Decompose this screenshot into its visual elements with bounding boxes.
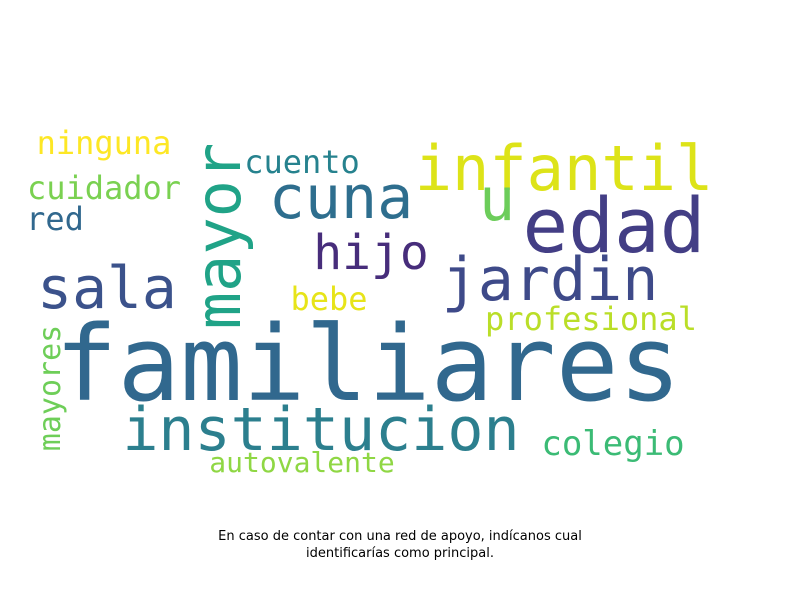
word-autovalente: autovalente — [209, 446, 394, 479]
word-mayor: mayor — [182, 143, 255, 330]
word-ninguna: ninguna — [37, 124, 172, 162]
word-infantil: infantil — [415, 132, 714, 205]
word-familiares: familiares — [55, 303, 681, 425]
word-cuidador: cuidador — [27, 169, 181, 207]
word-institucion: institucion — [122, 395, 519, 465]
word-cuna: cuna — [269, 163, 414, 233]
word-red: red — [26, 200, 84, 238]
word-u: u — [479, 165, 515, 235]
word-edad: edad — [522, 181, 705, 270]
caption: En caso de contar con una red de apoyo, … — [150, 528, 650, 562]
caption-line-2: identificarías como principal. — [306, 546, 494, 561]
word-profesional: profesional — [485, 300, 697, 338]
word-mayores: mayores — [33, 325, 68, 451]
word-hijo: hijo — [313, 225, 429, 281]
word-sala: sala — [37, 254, 177, 322]
word-bebe: bebe — [290, 280, 367, 318]
word-colegio: colegio — [541, 424, 684, 464]
word-cuento: cuento — [244, 143, 360, 181]
word-jardin: jardin — [442, 245, 659, 315]
caption-line-1: En caso de contar con una red de apoyo, … — [218, 529, 582, 544]
